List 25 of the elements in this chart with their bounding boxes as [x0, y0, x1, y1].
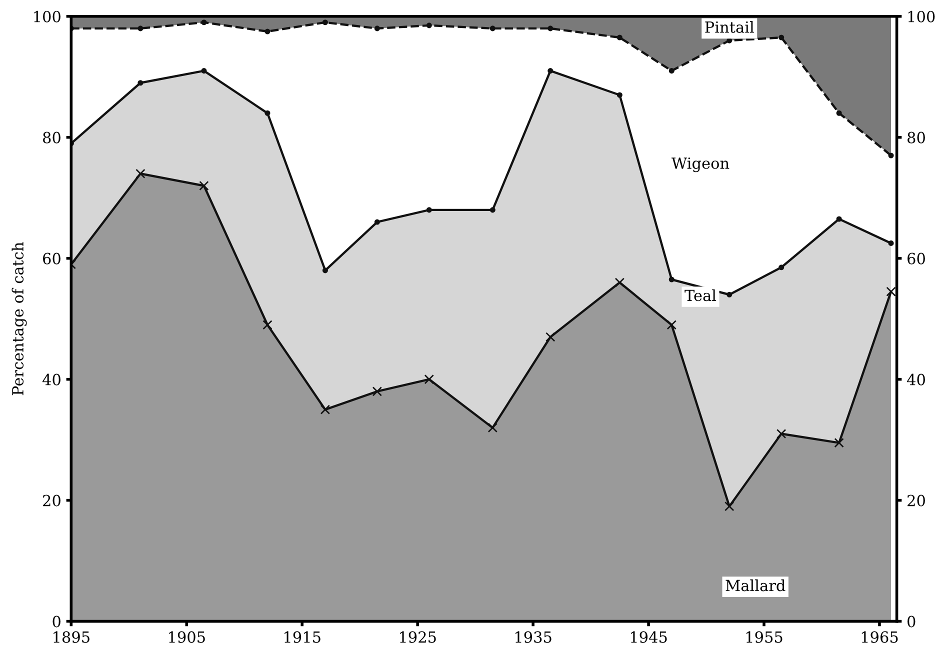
y-tick-label: 80 — [43, 132, 60, 144]
x-tick-label: 1935 — [515, 631, 552, 643]
y-tick-label: 100 — [34, 10, 60, 22]
y-tick-label: 40 — [42, 374, 60, 386]
y-tick-label: 60 — [43, 252, 60, 264]
y2-tick-label: 60 — [908, 252, 925, 264]
y-tick-label: 0 — [52, 616, 60, 628]
y2-tick-label: 20 — [908, 494, 925, 506]
y2-tick-label: 0 — [908, 616, 916, 628]
x-tick-label: 1915 — [284, 631, 320, 643]
y2-tick-label: 80 — [908, 132, 925, 144]
y-axis-title: Percentage of catch — [12, 242, 27, 396]
y-tick-label: 20 — [43, 494, 60, 506]
series-label: Teal — [684, 289, 716, 302]
x-tick-label: 1945 — [630, 631, 667, 643]
series-label: Wigeon — [671, 157, 730, 172]
x-tick-label: 1895 — [54, 631, 90, 643]
series-label: Mallard — [726, 579, 786, 592]
x-tick-label: 1905 — [169, 631, 205, 643]
x-tick-label: 1925 — [400, 631, 436, 643]
x-tick-label: 1965 — [862, 631, 898, 643]
y2-tick-label: 100 — [908, 10, 935, 22]
x-tick-label: 1955 — [746, 631, 782, 643]
y2-tick-label: 40 — [906, 374, 925, 386]
series-label: Pintail — [705, 21, 754, 33]
